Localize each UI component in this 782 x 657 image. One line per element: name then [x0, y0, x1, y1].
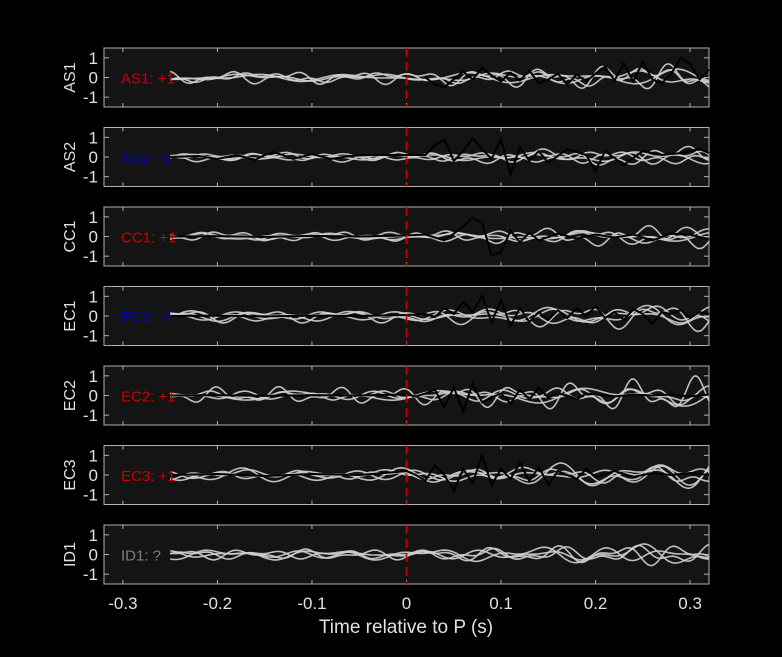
y-tick-label: 0 — [89, 546, 98, 565]
stack-trace — [169, 464, 710, 485]
polarity-label: EC2: +1 — [121, 389, 176, 406]
stack-trace — [170, 306, 710, 324]
y-axis-label: CC1 — [62, 220, 79, 252]
y-tick-label: 1 — [89, 49, 98, 68]
y-tick-label: 0 — [89, 148, 98, 167]
y-tick-label: 0 — [89, 466, 98, 485]
x-tick-label: 0 — [402, 594, 411, 613]
stack-trace — [169, 224, 710, 250]
x-tick-label: 0.2 — [584, 594, 608, 613]
y-axis-label: ID1 — [62, 542, 79, 567]
y-tick-label: -1 — [83, 247, 98, 266]
y-tick-label: 1 — [89, 128, 98, 147]
reference-trace — [170, 216, 710, 257]
y-tick-label: 1 — [89, 208, 98, 227]
reference-trace — [170, 381, 710, 415]
y-tick-label: 1 — [89, 367, 98, 386]
polarity-label: EC3: +1 — [121, 468, 176, 485]
x-tick-label: -0.3 — [108, 594, 137, 613]
y-tick-label: -1 — [83, 486, 98, 505]
y-tick-label: 0 — [89, 307, 98, 326]
stack-trace — [170, 546, 710, 562]
y-tick-label: -1 — [83, 168, 98, 187]
y-tick-label: 0 — [89, 228, 98, 247]
polarity-label: EC1: -1 — [121, 309, 172, 326]
y-tick-label: 1 — [89, 446, 98, 465]
x-tick-label: -0.1 — [297, 594, 326, 613]
stack-trace — [169, 150, 710, 165]
y-tick-label: -1 — [83, 406, 98, 425]
x-tick-label: 0.3 — [678, 594, 702, 613]
y-tick-label: -1 — [83, 327, 98, 346]
stack-trace — [170, 387, 710, 407]
y-axis-label: EC1 — [62, 300, 79, 331]
reference-trace — [424, 56, 710, 89]
y-axis-label: AS2 — [62, 142, 79, 172]
y-axis-label: EC2 — [62, 380, 79, 411]
reference-trace — [170, 452, 710, 493]
x-tick-label: -0.2 — [203, 594, 232, 613]
x-axis-label: Time relative to P (s) — [319, 617, 493, 638]
polarity-label: CC1: +1 — [121, 230, 176, 247]
y-tick-label: -1 — [83, 565, 98, 584]
x-tick-label: 0.1 — [489, 594, 513, 613]
y-axis-label: EC3 — [62, 459, 79, 490]
x-axis: -0.3 -0.2 -0.1 0 0.1 0.2 0.3 — [108, 594, 702, 613]
y-axis-label: AS1 — [62, 62, 79, 92]
reference-trace — [170, 293, 710, 329]
stack-trace — [170, 228, 709, 244]
y-tick-label: 1 — [89, 526, 98, 545]
polarity-label: ID1: ? — [121, 548, 161, 565]
polarity-label: AS2: -1 — [121, 150, 171, 167]
y-tick-label: 0 — [89, 387, 98, 406]
reference-trace — [170, 136, 710, 179]
y-tick-label: -1 — [83, 88, 98, 107]
stack-trace — [169, 543, 710, 563]
y-tick-label: 1 — [89, 287, 98, 306]
y-tick-label: 0 — [89, 69, 98, 88]
stack-trace — [170, 68, 710, 85]
polarity-label: AS1: +1 — [121, 71, 175, 88]
